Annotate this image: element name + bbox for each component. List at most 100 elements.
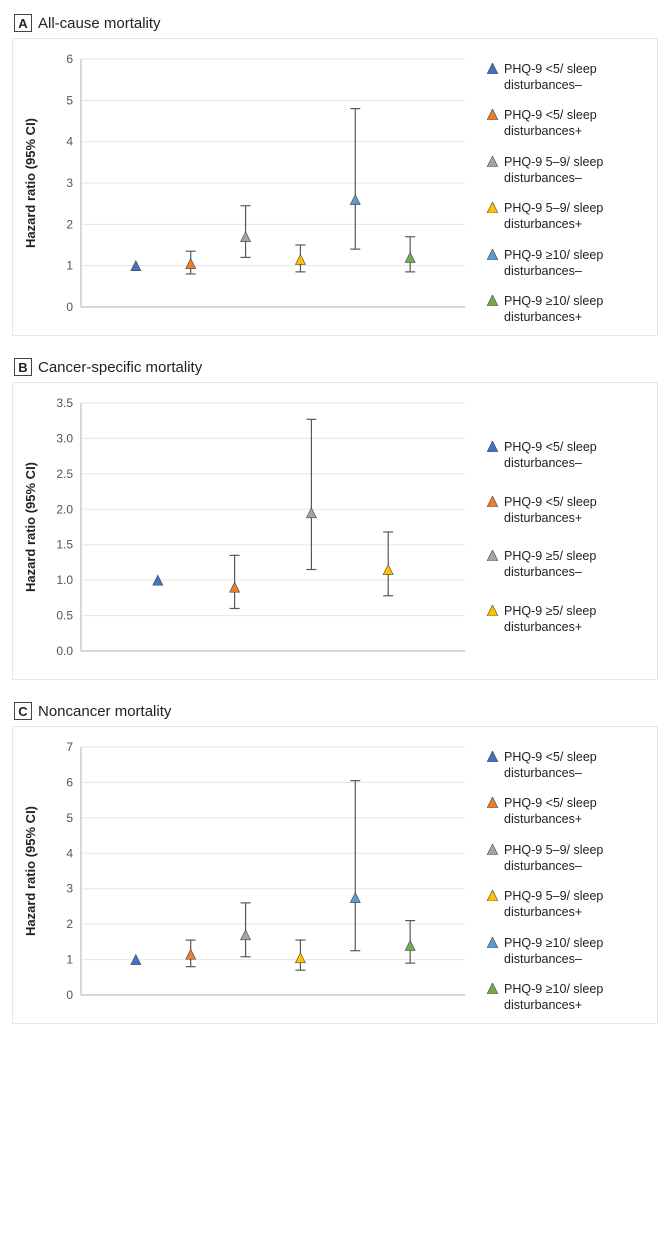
panel-title-row: A All-cause mortality <box>14 14 658 32</box>
legend-marker-icon <box>487 937 498 948</box>
panel-box: 0.0 0.5 1.0 1.5 2.0 2.5 3.0 3.5 Hazard ratio (95… <box>12 382 658 680</box>
legend-label: PHQ-9 ≥10/ sleep disturbances+ <box>504 981 645 1014</box>
legend-label: PHQ-9 ≥10/ sleep disturbances– <box>504 935 645 968</box>
data-point <box>383 565 393 575</box>
y-tick-label: 0 <box>66 300 73 314</box>
panel-letter: A <box>14 14 32 32</box>
legend-item: PHQ-9 ≥10/ sleep disturbances– <box>487 935 645 968</box>
legend: PHQ-9 <5/ sleep disturbances– PHQ-9 <5/ … <box>479 737 649 1017</box>
legend-label: PHQ-9 5–9/ sleep disturbances– <box>504 154 645 187</box>
y-axis-label: Hazard ratio (95% CI) <box>23 806 38 936</box>
y-tick-label: 2.0 <box>56 502 73 516</box>
forest-plot-svg: 01234567Hazard ratio (95% CI) <box>19 737 479 1017</box>
legend-marker-icon <box>487 890 498 901</box>
y-tick-label: 3.5 <box>56 396 73 410</box>
y-tick-label: 0 <box>66 988 73 1002</box>
legend-item: PHQ-9 <5/ sleep disturbances– <box>487 439 645 472</box>
legend: PHQ-9 <5/ sleep disturbances– PHQ-9 <5/ … <box>479 393 649 673</box>
legend-label: PHQ-9 <5/ sleep disturbances– <box>504 749 645 782</box>
y-tick-label: 1.5 <box>56 538 73 552</box>
legend-marker-icon <box>487 983 498 994</box>
data-point <box>295 953 305 963</box>
legend-item: PHQ-9 <5/ sleep disturbances– <box>487 61 645 94</box>
legend-marker-icon <box>487 496 498 507</box>
y-tick-label: 1.0 <box>56 573 73 587</box>
data-point <box>350 195 360 205</box>
panel-title-row: B Cancer-specific mortality <box>14 358 658 376</box>
panel: C Noncancer mortality 01234567Hazard rat… <box>12 702 658 1024</box>
y-tick-label: 5 <box>66 811 73 825</box>
legend-item: PHQ-9 <5/ sleep disturbances+ <box>487 107 645 140</box>
panel-title-row: C Noncancer mortality <box>14 702 658 720</box>
legend-label: PHQ-9 5–9/ sleep disturbances+ <box>504 200 645 233</box>
y-axis-label: Hazard ratio (95% CI) <box>23 118 38 248</box>
legend-label: PHQ-9 ≥10/ sleep disturbances+ <box>504 293 645 326</box>
legend-label: PHQ-9 ≥5/ sleep disturbances+ <box>504 603 645 636</box>
panel-title-text: All-cause mortality <box>38 15 161 32</box>
forest-plot-svg: 0123456Hazard ratio (95% CI) <box>19 49 479 329</box>
y-tick-label: 6 <box>66 52 73 66</box>
panel-letter: B <box>14 358 32 376</box>
y-axis-label: Hazard ratio (95% CI) <box>23 462 38 592</box>
panel-box: 0123456Hazard ratio (95% CI) PHQ-9 <5/ s… <box>12 38 658 336</box>
y-tick-label: 5 <box>66 93 73 107</box>
legend-item: PHQ-9 5–9/ sleep disturbances+ <box>487 888 645 921</box>
legend-label: PHQ-9 5–9/ sleep disturbances– <box>504 842 645 875</box>
y-tick-label: 2 <box>66 917 73 931</box>
legend-item: PHQ-9 ≥10/ sleep disturbances+ <box>487 293 645 326</box>
legend-marker-icon <box>487 751 498 762</box>
panel-title-text: Cancer-specific mortality <box>38 359 202 376</box>
legend-marker-icon <box>487 441 498 452</box>
legend-marker-icon <box>487 63 498 74</box>
legend-item: PHQ-9 <5/ sleep disturbances+ <box>487 494 645 527</box>
legend-marker-icon <box>487 797 498 808</box>
legend-item: PHQ-9 5–9/ sleep disturbances+ <box>487 200 645 233</box>
panel: B Cancer-specific mortality 0.0 0.5 1.0 1.5… <box>12 358 658 680</box>
legend-item: PHQ-9 ≥10/ sleep disturbances– <box>487 247 645 280</box>
data-point <box>350 893 360 903</box>
legend-label: PHQ-9 <5/ sleep disturbances– <box>504 439 645 472</box>
legend-label: PHQ-9 <5/ sleep disturbances– <box>504 61 645 94</box>
legend-item: PHQ-9 <5/ sleep disturbances+ <box>487 795 645 828</box>
legend-label: PHQ-9 <5/ sleep disturbances+ <box>504 107 645 140</box>
y-tick-label: 3.0 <box>56 431 73 445</box>
legend-item: PHQ-9 5–9/ sleep disturbances– <box>487 842 645 875</box>
data-point <box>186 259 196 269</box>
data-point <box>186 949 196 959</box>
y-tick-label: 4 <box>66 846 73 860</box>
data-point <box>405 940 415 950</box>
legend-item: PHQ-9 ≥10/ sleep disturbances+ <box>487 981 645 1014</box>
chart-area: 0.0 0.5 1.0 1.5 2.0 2.5 3.0 3.5 Hazard ratio (95… <box>19 393 479 673</box>
y-tick-label: 2 <box>66 217 73 231</box>
panel-box: 01234567Hazard ratio (95% CI) PHQ-9 <5/ … <box>12 726 658 1024</box>
y-tick-label: 3 <box>66 176 73 190</box>
figure-page: { "page": { "width": 670, "height": 1241… <box>0 0 670 1066</box>
legend-label: PHQ-9 5–9/ sleep disturbances+ <box>504 888 645 921</box>
legend-marker-icon <box>487 109 498 120</box>
y-tick-label: 7 <box>66 740 73 754</box>
legend-item: PHQ-9 <5/ sleep disturbances– <box>487 749 645 782</box>
panel-title-text: Noncancer mortality <box>38 703 171 720</box>
forest-plot-svg: 0.0 0.5 1.0 1.5 2.0 2.5 3.0 3.5 Hazard ratio (95… <box>19 393 479 673</box>
y-tick-label: 6 <box>66 775 73 789</box>
legend-marker-icon <box>487 249 498 260</box>
legend-label: PHQ-9 <5/ sleep disturbances+ <box>504 795 645 828</box>
legend-marker-icon <box>487 844 498 855</box>
legend-marker-icon <box>487 550 498 561</box>
y-tick-label: 2.5 <box>56 467 73 481</box>
data-point <box>295 254 305 264</box>
y-tick-label: 4 <box>66 135 73 149</box>
legend: PHQ-9 <5/ sleep disturbances– PHQ-9 <5/ … <box>479 49 649 329</box>
data-point <box>241 930 251 940</box>
y-tick-label: 0.0 <box>56 644 73 658</box>
legend-marker-icon <box>487 202 498 213</box>
y-tick-label: 1 <box>66 953 73 967</box>
legend-item: PHQ-9 ≥5/ sleep disturbances– <box>487 548 645 581</box>
chart-area: 01234567Hazard ratio (95% CI) <box>19 737 479 1017</box>
data-point <box>241 232 251 242</box>
data-point <box>230 582 240 592</box>
legend-marker-icon <box>487 156 498 167</box>
legend-item: PHQ-9 ≥5/ sleep disturbances+ <box>487 603 645 636</box>
y-tick-label: 0.5 <box>56 609 73 623</box>
legend-item: PHQ-9 5–9/ sleep disturbances– <box>487 154 645 187</box>
